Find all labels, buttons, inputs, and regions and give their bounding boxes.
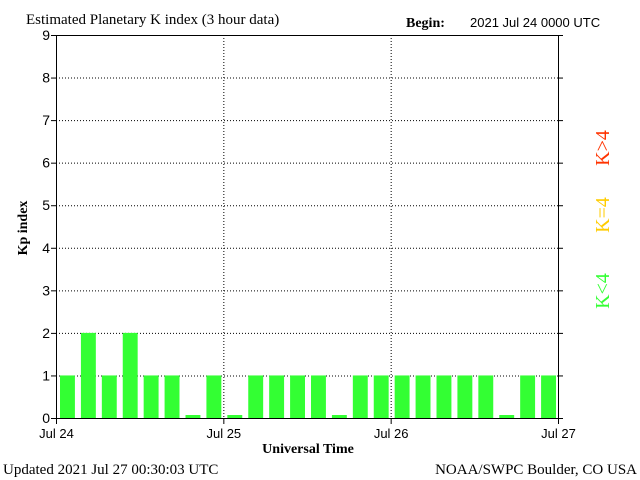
kp-bar [164, 375, 180, 418]
chart-title: Estimated Planetary K index (3 hour data… [26, 12, 279, 28]
kp-bar [206, 375, 222, 418]
kp-bar [311, 375, 326, 418]
kp-bar [185, 415, 201, 418]
legend-mid: K=4 [592, 197, 614, 233]
updated-timestamp: Updated 2021 Jul 27 00:30:03 UTC [3, 462, 218, 478]
kp-bar [478, 375, 494, 418]
kp-bar [80, 332, 96, 418]
kp-bar [499, 415, 515, 418]
source-credit: NOAA/SWPC Boulder, CO USA [435, 462, 637, 478]
x-tick-label: Jul 24 [39, 426, 74, 441]
y-tick-label: 2 [42, 325, 50, 341]
kp-bar [520, 375, 536, 418]
kp-bar [269, 375, 285, 418]
kp-bar [436, 375, 452, 418]
begin-value: 2021 Jul 24 0000 UTC [470, 15, 600, 30]
y-tick-label: 7 [42, 112, 50, 128]
x-axis-label: Universal Time [262, 442, 354, 457]
y-tick-label: 8 [42, 70, 50, 86]
plot-frame [56, 35, 559, 419]
kp-bar [373, 375, 389, 418]
legend-low: K<4 [592, 273, 614, 309]
kp-bar [331, 415, 347, 418]
y-tick-label: 9 [42, 27, 50, 43]
y-tick-label: 1 [42, 367, 50, 383]
kp-bar [122, 332, 138, 418]
y-tick-label: 6 [42, 155, 50, 171]
y-tick-label: 0 [42, 410, 50, 426]
kp-bar [415, 375, 431, 418]
kp-bar [227, 415, 243, 418]
kp-bar [352, 375, 368, 418]
begin-label: Begin: [406, 16, 445, 31]
x-tick-label: Jul 25 [206, 426, 241, 441]
grid [56, 35, 558, 418]
x-tick-label: Jul 27 [541, 426, 576, 441]
bars [60, 332, 556, 418]
kp-bar [394, 375, 410, 418]
y-axis-label: Kp index [16, 201, 31, 256]
kp-bar [143, 375, 159, 418]
kp-bar [101, 375, 117, 418]
axes: 0 1 2 3 4 5 6 7 8 9 Jul 24 Jul 25 Jul 26 Jul 27 [39, 27, 576, 441]
y-tick-label: 4 [42, 240, 50, 256]
y-tick-label: 3 [42, 282, 50, 298]
y-tick-label: 5 [42, 197, 50, 213]
kp-bar [290, 375, 305, 418]
kp-bar [457, 375, 473, 418]
x-tick-label: Jul 26 [374, 426, 409, 441]
kp-bar [60, 375, 75, 418]
kp-bar [541, 375, 556, 418]
kp-bar [248, 375, 264, 418]
legend-high: K>4 [592, 130, 614, 166]
